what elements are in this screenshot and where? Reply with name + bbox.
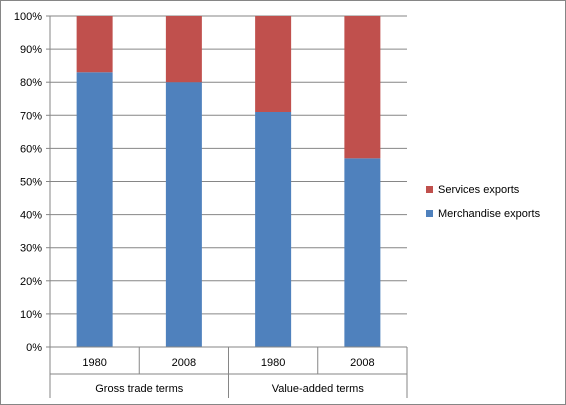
y-tick-label: 100% [14, 11, 42, 23]
bar-services-exports [76, 16, 113, 73]
legend: Services exports Merchandise exports [426, 184, 541, 220]
bar-merchandise-exports [344, 158, 381, 347]
x-group-label: Gross trade terms [95, 383, 184, 395]
y-tick-label: 80% [20, 77, 42, 89]
legend-label-merchandise-exports: Merchandise exports [438, 208, 541, 220]
y-tick-label: 0% [26, 342, 42, 354]
y-tick-label: 20% [20, 276, 42, 288]
legend-swatch-merchandise-exports [426, 210, 433, 217]
y-tick-label: 60% [20, 143, 42, 155]
x-group-label: Value-added terms [272, 383, 365, 395]
bar-services-exports [255, 16, 292, 112]
bar-merchandise-exports [165, 82, 202, 347]
bars [76, 16, 381, 348]
y-tick-labels: 0% 10% 20% 30% 40% 50% 60% 70% 80% 90% 100% [14, 11, 42, 354]
x-tick-label: 2008 [350, 357, 374, 369]
x-tick-labels: 1980 2008 1980 2008 [82, 357, 374, 369]
bar-merchandise-exports [255, 111, 292, 348]
bar-merchandise-exports [76, 72, 113, 348]
bar-services-exports [344, 16, 381, 159]
y-tick-label: 40% [20, 210, 42, 222]
y-tick-label: 10% [20, 309, 42, 321]
y-tick-label: 30% [20, 243, 42, 255]
x-group-labels: Gross trade terms Value-added terms [95, 383, 364, 395]
legend-label-services-exports: Services exports [438, 184, 520, 196]
x-tick-label: 2008 [172, 357, 196, 369]
y-tick-label: 50% [20, 177, 42, 189]
axes [46, 15, 408, 398]
legend-swatch-services-exports [426, 186, 433, 193]
y-tick-label: 70% [20, 110, 42, 122]
bar-services-exports [165, 16, 202, 83]
y-tick-label: 90% [20, 44, 42, 56]
x-tick-label: 1980 [82, 357, 106, 369]
x-tick-label: 1980 [261, 357, 285, 369]
